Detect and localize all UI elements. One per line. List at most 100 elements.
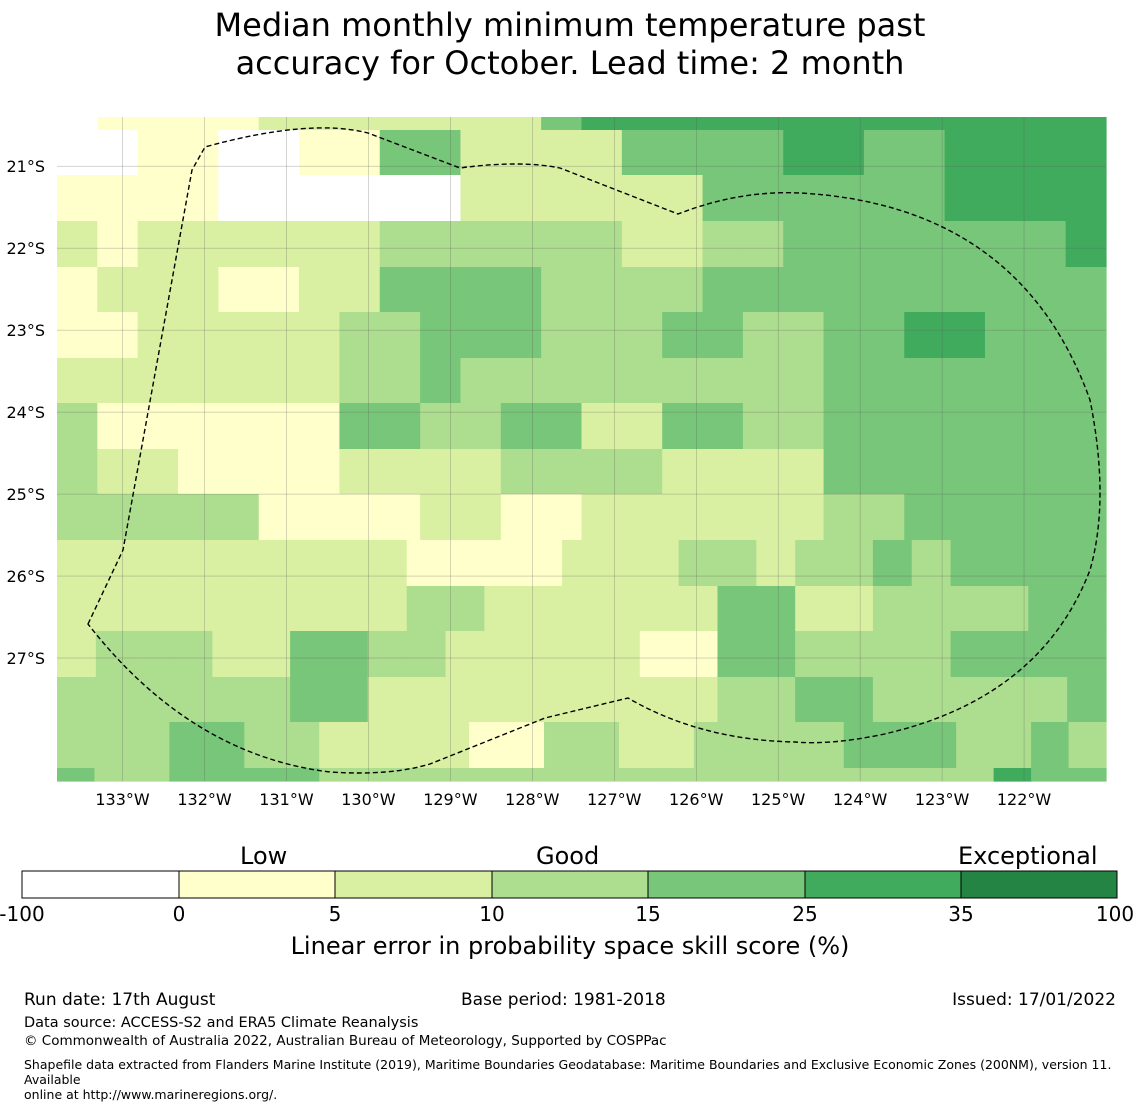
skill-cell xyxy=(258,267,300,313)
skill-cell xyxy=(993,722,1032,769)
skill-cell xyxy=(1068,722,1107,769)
skill-cell xyxy=(178,130,219,176)
skill-cell xyxy=(581,221,623,268)
skill-cell xyxy=(742,267,784,313)
latitude-label: 25°S xyxy=(6,485,45,504)
skill-cell xyxy=(904,221,946,268)
skill-cell xyxy=(97,130,139,176)
skill-cell xyxy=(299,175,341,222)
skill-cell xyxy=(137,358,179,404)
skill-cell xyxy=(469,768,508,782)
skill-cell xyxy=(1025,267,1067,313)
skill-cell xyxy=(420,117,462,131)
skill-cell xyxy=(863,494,905,541)
skill-cell xyxy=(356,768,395,782)
skill-cell xyxy=(621,175,663,222)
skill-cell xyxy=(956,722,995,769)
skill-cell xyxy=(206,722,245,769)
skill-cell xyxy=(621,312,663,359)
skill-cell xyxy=(57,175,98,222)
skill-cell xyxy=(258,117,300,131)
skill-cell xyxy=(600,586,641,632)
skill-cell xyxy=(244,768,283,782)
skill-cell xyxy=(662,358,704,404)
skill-cell xyxy=(484,586,524,632)
skill-cell xyxy=(823,358,865,404)
skill-cell xyxy=(218,130,260,176)
skill-cell xyxy=(57,117,98,131)
skill-cell xyxy=(212,540,252,587)
skill-cell xyxy=(251,540,291,587)
skill-cell xyxy=(258,358,300,404)
skill-cell xyxy=(984,358,1026,404)
skill-cell xyxy=(484,540,524,587)
skill-cell xyxy=(795,586,835,632)
skill-cell xyxy=(621,358,663,404)
longitude-label: 133°W xyxy=(95,790,150,809)
skill-cell xyxy=(299,494,341,541)
skill-cell xyxy=(904,117,946,131)
skill-cell xyxy=(173,631,214,678)
latitude-label: 22°S xyxy=(6,239,45,258)
skill-cell xyxy=(783,403,825,450)
skill-cell xyxy=(431,768,470,782)
skill-cell xyxy=(662,117,704,131)
skill-cell xyxy=(1065,358,1107,404)
skill-cell xyxy=(57,403,98,450)
skill-cell xyxy=(212,677,252,723)
skill-cell xyxy=(881,722,920,769)
skill-cell xyxy=(581,449,623,495)
skill-cell xyxy=(500,117,542,131)
skill-cell xyxy=(541,358,583,404)
skill-cell xyxy=(823,403,865,450)
skill-cell xyxy=(1025,494,1067,541)
skill-cell xyxy=(872,540,913,587)
skill-cell xyxy=(500,494,542,541)
skill-cell xyxy=(1065,312,1107,359)
skill-cell xyxy=(731,722,770,769)
skill-cell xyxy=(244,722,283,769)
skill-cell xyxy=(137,117,179,131)
skill-cell xyxy=(258,130,300,176)
skill-cell xyxy=(1025,175,1067,222)
skill-cell xyxy=(783,175,825,222)
skill-cell xyxy=(618,768,658,782)
skill-cell xyxy=(1067,631,1107,678)
skill-cell xyxy=(783,117,825,131)
skill-cell xyxy=(1067,677,1107,723)
skill-cell xyxy=(299,312,341,359)
colorbar-swatch xyxy=(21,870,180,899)
skill-cell xyxy=(460,221,502,268)
skill-cell xyxy=(57,768,96,782)
skill-cell xyxy=(904,403,946,450)
skill-cell xyxy=(169,768,208,782)
latitude-label: 23°S xyxy=(6,321,45,340)
skill-cell xyxy=(420,358,462,404)
skill-cell xyxy=(717,586,757,632)
skill-cell xyxy=(506,768,545,782)
skill-cell xyxy=(178,494,219,541)
skill-cell xyxy=(445,586,485,632)
skill-cell xyxy=(1025,130,1067,176)
skill-cell xyxy=(1028,540,1068,587)
skill-cell xyxy=(911,540,952,587)
skill-cell xyxy=(541,494,583,541)
skill-cell xyxy=(843,722,882,769)
skill-cell xyxy=(702,267,744,313)
skill-cell xyxy=(918,768,957,782)
skill-cell xyxy=(541,267,583,313)
skill-cell xyxy=(702,494,744,541)
longitude-label: 124°W xyxy=(833,790,888,809)
skill-cell xyxy=(218,494,260,541)
skill-cell xyxy=(328,540,369,587)
skill-cell xyxy=(950,631,991,678)
skill-cell xyxy=(57,130,98,176)
skill-cell xyxy=(379,175,421,222)
skill-cell xyxy=(339,221,381,268)
skill-cell xyxy=(693,768,732,782)
skill-cell xyxy=(339,494,381,541)
skill-cell xyxy=(367,631,408,678)
skill-cell xyxy=(904,130,946,176)
skill-cell xyxy=(469,722,508,769)
skill-cell xyxy=(258,449,300,495)
